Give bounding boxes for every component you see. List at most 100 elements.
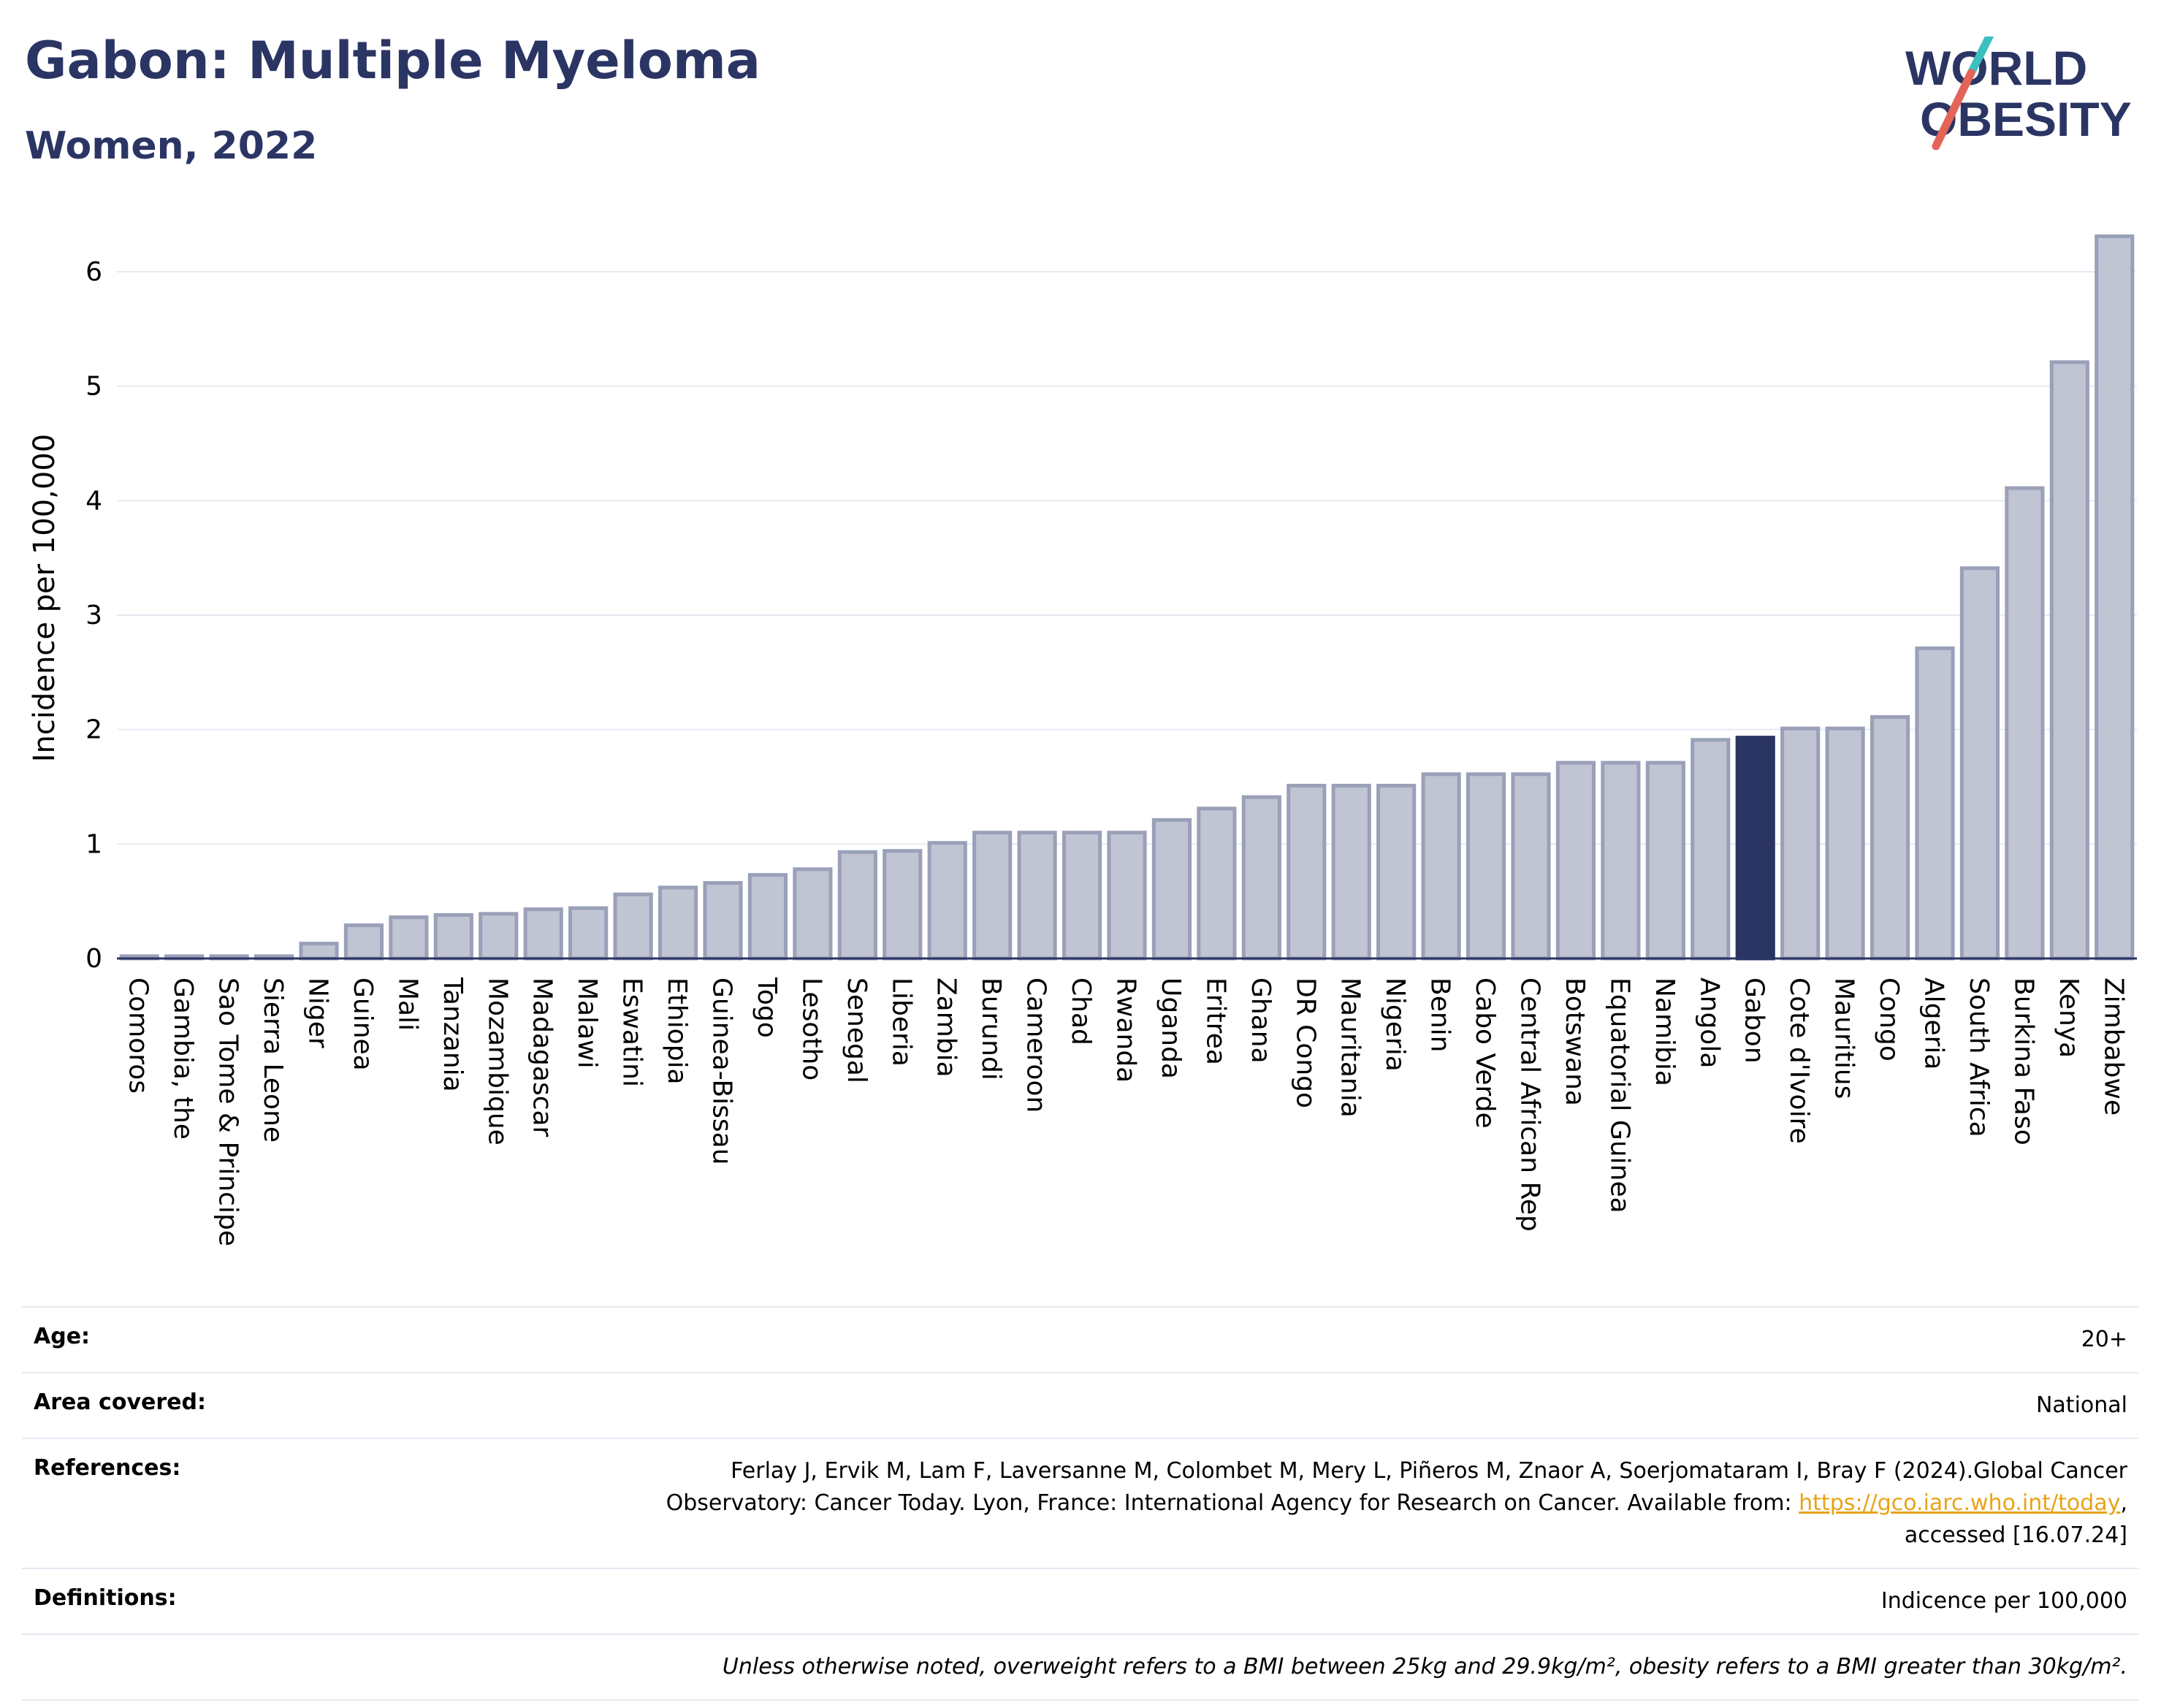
references-line3: accessed [16.07.24] [1904,1522,2127,1548]
y-tick-label: 4 [85,486,102,516]
x-tick-label: Cabo Verde [1470,977,1500,1129]
bar-niger [299,942,339,961]
bar-rwanda [1107,831,1147,961]
references-link[interactable]: https://gco.iarc.who.int/today [1799,1490,2121,1516]
x-tick-label: Cameroon [1021,977,1051,1113]
x-tick-label: Zimbabwe [2098,977,2128,1116]
bar-malawi [568,906,609,961]
bar-madagascar [523,907,563,961]
y-tick-label: 3 [85,601,102,630]
references-value: Ferlay J, Ervik M, Lam F, Laversanne M, … [666,1455,2127,1552]
age-value: 20+ [2081,1327,2127,1352]
y-tick-label: 0 [85,944,102,974]
x-tick-label: Benin [1425,977,1455,1052]
bar-zambia [927,841,967,961]
bar-mauritius [1825,726,1865,961]
y-axis-label: Incidence per 100,000 [28,434,61,763]
chart-title: Gabon: Multiple Myeloma [25,31,761,91]
bar-cameroon [1017,831,1057,961]
x-tick-label: Gabon [1739,977,1769,1064]
bar-mozambique [479,912,519,961]
x-tick-label: Sao Tome & Principe [213,977,243,1246]
x-tick-label: Angola [1694,977,1724,1068]
x-tick-label: Ethiopia [662,977,692,1085]
logo-slash-red [1932,69,1975,150]
x-tick-label: Mozambique [482,977,512,1145]
bar-benin [1421,772,1461,961]
x-tick-label: Guinea-Bissau [707,977,737,1165]
x-tick-label: Rwanda [1111,977,1141,1083]
bmi-note: Unless otherwise noted, overweight refer… [722,1654,2127,1680]
logo-slash-teal [1967,28,1996,77]
x-tick-label: Equatorial Guinea [1604,977,1634,1213]
bar-south-africa [1959,566,2000,961]
bar-algeria [1915,646,1955,961]
bar-botswana [1555,760,1596,961]
metadata-table: Age: 20+ Area covered: National Referenc… [22,1306,2139,1701]
definitions-label: Definitions: [34,1585,177,1611]
y-tick-label: 6 [85,257,102,287]
bar-ethiopia [658,885,698,961]
x-tick-label: DR Congo [1290,977,1320,1108]
meta-row-definitions: Definitions: Indicence per 100,000 [22,1568,2139,1633]
x-tick-label: Namibia [1650,977,1680,1086]
bar-nigeria [1376,783,1417,961]
bar-mauritania [1331,783,1371,961]
bar-kenya [2049,360,2089,961]
bar-tanzania [433,912,473,961]
bar-cabo-verde [1466,772,1506,961]
world-obesity-logo: WORLD OBESITY [1898,28,2139,161]
bar-dr-congo [1287,783,1327,961]
bar-guinea [343,923,384,961]
bar-equatorial-guinea [1601,760,1641,961]
x-tick-label: Uganda [1156,977,1186,1079]
bar-burkina-faso [2005,486,2045,961]
chart-subtitle: Women, 2022 [25,124,318,168]
x-tick-label: Tanzania [438,977,468,1092]
x-tick-label: Mauritius [1829,977,1859,1099]
bar-angola [1691,738,1731,961]
bars [119,234,2135,961]
y-tick-label: 2 [85,715,102,745]
x-tick-label: Nigeria [1380,977,1410,1072]
x-tick-label: Botswana [1560,977,1590,1106]
bar-namibia [1645,760,1685,961]
x-tick-labels: Comoros Gambia, the Sao Tome & Principe Sie… [123,977,2129,1246]
x-tick-label: Eswatini [617,977,647,1087]
bar-burundi [972,831,1013,961]
x-tick-label: Ghana [1246,977,1276,1064]
y-tick-labels: 0 1 2 3 4 5 6 [85,257,102,974]
x-tick-label: Eritrea [1200,977,1230,1065]
x-tick-label: Niger [303,977,333,1048]
bar-togo [747,873,788,961]
x-tick-label: Madagascar [527,977,557,1137]
x-tick-label: Chad [1066,977,1096,1045]
x-tick-label: Burundi [976,977,1006,1080]
references-line2: Observatory: Cancer Today. Lyon, France:… [666,1490,1799,1516]
world-obesity-logo-graphic: WORLD OBESITY [1905,28,2132,150]
meta-row-area: Area covered: National [22,1372,2139,1438]
bar-mali [389,915,429,961]
bar-ghana [1241,795,1281,961]
x-tick-label: Kenya [2054,977,2084,1058]
bar-lesotho [793,867,833,961]
x-tick-label: Liberia [886,977,916,1067]
bar-eritrea [1197,807,1237,961]
x-tick-label: Zambia [931,977,961,1078]
bar-chad [1062,831,1102,961]
references-label: References: [34,1455,181,1481]
x-tick-label: Gambia, the [168,977,198,1140]
bar-guinea-bissau [703,881,743,961]
bar-chart: 0 1 2 3 4 5 6 Comoros Gambia, the Sao Tome & Pri… [28,234,2137,1246]
x-tick-label: Malawi [572,977,602,1069]
bar-zimbabwe [2095,234,2135,961]
x-tick-label: Senegal [842,977,872,1083]
area-value: National [2035,1392,2127,1418]
logo-line1: WORLD [1905,41,2087,95]
bar-central-african-rep [1511,772,1551,961]
definitions-value: Indicence per 100,000 [1880,1588,2127,1614]
meta-row-references: References: Ferlay J, Ervik M, Lam F, La… [22,1438,2139,1568]
age-label: Age: [34,1324,91,1349]
y-tick-label: 5 [85,372,102,402]
x-tick-label: Central African Rep [1515,977,1545,1232]
